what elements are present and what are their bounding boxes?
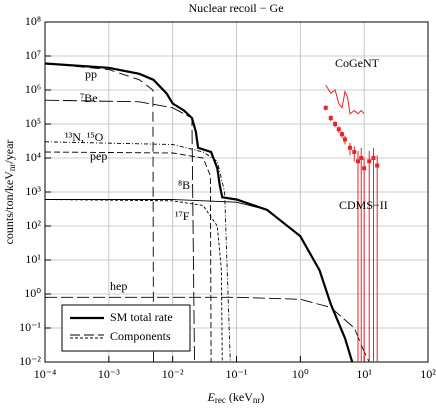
data-point	[375, 163, 380, 168]
component-label: ⁷Be	[80, 91, 98, 105]
component-label: ⁸B	[178, 178, 190, 192]
x-label-part: (keV	[226, 390, 253, 404]
cogent-line	[325, 84, 365, 115]
x-tick-label: 10⁻³	[98, 367, 120, 381]
cdms-label: CDMS−II	[339, 198, 388, 212]
data-point	[328, 116, 333, 121]
x-label-part: nr	[253, 395, 261, 405]
legend-box	[61, 304, 191, 352]
y-tick-label: 10⁻¹	[19, 320, 41, 334]
x-tick-label: 10⁰	[292, 367, 309, 381]
y-tick-label: 10²	[25, 218, 41, 232]
component-label: pp	[85, 67, 97, 81]
y-label-part: nr	[7, 164, 17, 172]
data-point	[336, 127, 341, 132]
legend-label: SM total rate	[110, 310, 173, 324]
y-tick-label: 10⁵	[25, 116, 41, 130]
y-tick-label: 10⁶	[25, 82, 41, 96]
x-tick-label: 10⁻⁴	[34, 367, 57, 381]
y-tick-label: 10¹	[25, 252, 41, 266]
data-point	[362, 166, 367, 171]
component-label: ¹⁷F	[175, 209, 190, 223]
component-line	[45, 199, 223, 362]
total-line	[45, 62, 354, 362]
x-tick-label: 10¹	[356, 367, 372, 381]
component-label: ¹³N, ¹⁵O	[65, 130, 104, 144]
data-point	[348, 145, 353, 150]
component-line	[45, 141, 231, 362]
data-point	[352, 150, 357, 155]
x-label-part: rec	[215, 395, 226, 405]
y-label-part: counts/ton/keV	[2, 171, 16, 245]
y-tick-label: 10⁰	[24, 286, 41, 300]
y-label-part: /year	[2, 140, 16, 164]
legend-label: Components	[110, 329, 171, 343]
data-point	[340, 132, 345, 137]
data-point	[333, 122, 338, 126]
x-tick-label: 10²	[420, 367, 436, 381]
data-point	[323, 105, 328, 110]
x-tick-label: 10⁻¹	[226, 367, 248, 381]
data-point	[342, 137, 347, 142]
component-line	[45, 99, 195, 362]
data-point	[359, 156, 364, 160]
y-tick-label: 10⁷	[25, 48, 41, 62]
component-label: pep	[90, 149, 107, 163]
data-point	[355, 159, 360, 164]
y-tick-label: 10³	[25, 184, 41, 198]
x-axis-label: Erec (keVnr)	[207, 390, 265, 405]
cogent-label: CoGeNT	[335, 56, 380, 70]
data-point	[371, 156, 376, 160]
chart-title: Nuclear recoil − Ge	[188, 1, 283, 15]
plot-frame	[44, 21, 429, 363]
x-label-part: )	[260, 390, 264, 404]
x-label-part: E	[207, 390, 216, 404]
y-tick-label: 10⁴	[25, 150, 41, 164]
component-line	[45, 63, 154, 362]
x-tick-label: 10⁻²	[162, 367, 184, 381]
y-tick-label: 10⁸	[25, 14, 41, 28]
component-label: hep	[110, 279, 127, 293]
data-point	[367, 159, 372, 164]
y-tick-label: 10⁻²	[19, 354, 41, 368]
y-axis-label: counts/ton/keVnr/year	[2, 140, 17, 245]
component-line	[45, 151, 212, 362]
plot-area	[45, 62, 380, 362]
